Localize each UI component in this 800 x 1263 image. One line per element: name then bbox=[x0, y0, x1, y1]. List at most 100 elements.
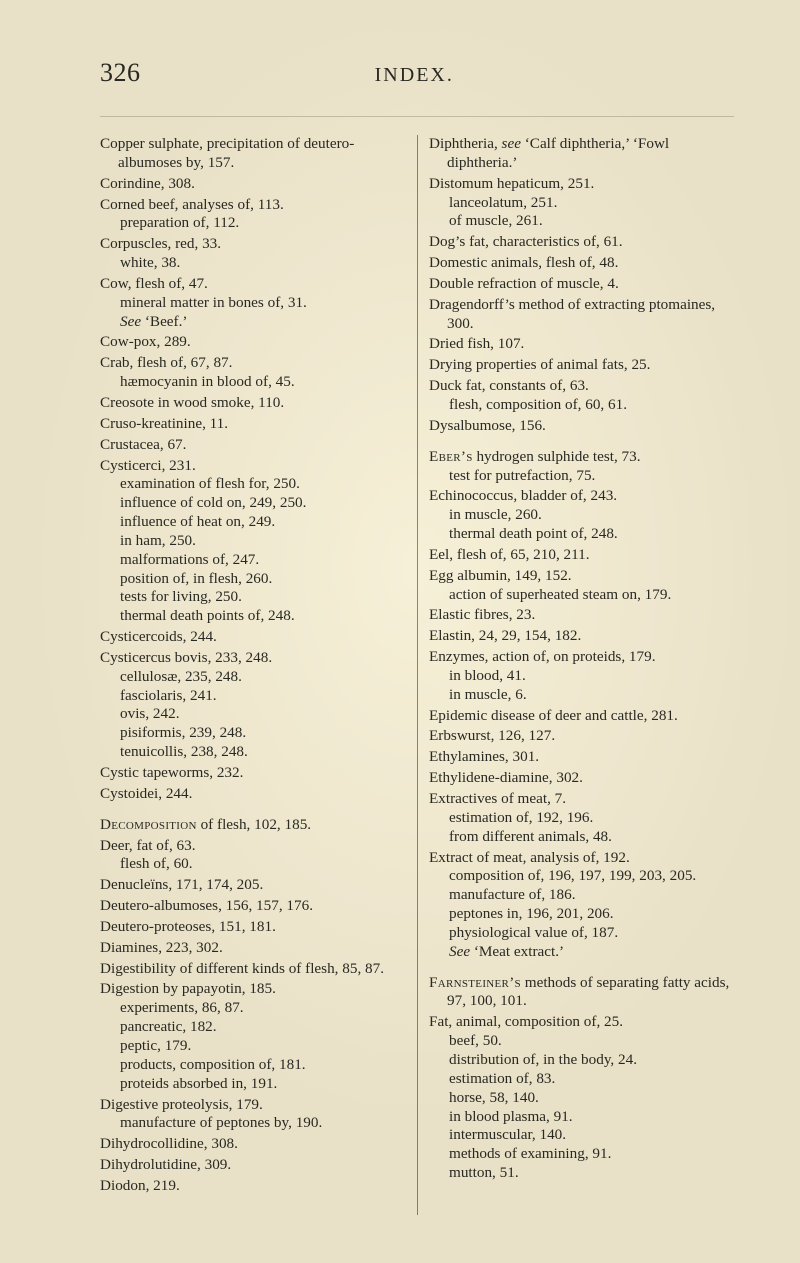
index-entry: Dysalbumose, 156. bbox=[429, 417, 734, 436]
entry-sub: influence of heat on, 249. bbox=[100, 513, 405, 532]
entry-head: Erbswurst, 126, 127. bbox=[429, 727, 734, 746]
entry-head: Deutero-albumoses, 156, 157, 176. bbox=[100, 897, 405, 916]
entry-head: Double refraction of muscle, 4. bbox=[429, 275, 734, 294]
entry-head: Corned beef, analyses of, 113. bbox=[100, 196, 405, 215]
index-entry: Cysticerci, 231.examination of flesh for… bbox=[100, 457, 405, 627]
entry-sub: tests for living, 250. bbox=[100, 588, 405, 607]
entry-head: Creosote in wood smoke, 110. bbox=[100, 394, 405, 413]
entry-sub: position of, in flesh, 260. bbox=[100, 570, 405, 589]
entry-sub: peptones in, 196, 201, 206. bbox=[429, 905, 734, 924]
index-entry: Eber’s hydrogen sulphide test, 73.test f… bbox=[429, 448, 734, 486]
index-entry: Echinococcus, bladder of, 243.in muscle,… bbox=[429, 487, 734, 544]
index-entry: Cysticercus bovis, 233, 248.cellulosæ, 2… bbox=[100, 649, 405, 762]
entry-sub: manufacture of peptones by, 190. bbox=[100, 1114, 405, 1133]
entry-head: Diamines, 223, 302. bbox=[100, 939, 405, 958]
entry-sub: intermuscular, 140. bbox=[429, 1126, 734, 1145]
entry-head: Egg albumin, 149, 152. bbox=[429, 567, 734, 586]
entry-head: Cysticercoids, 244. bbox=[100, 628, 405, 647]
entry-sub: pisiformis, 239, 248. bbox=[100, 724, 405, 743]
entry-head: Dihydrolutidine, 309. bbox=[100, 1156, 405, 1175]
entry-sub: proteids absorbed in, 191. bbox=[100, 1075, 405, 1094]
entry-sub: examination of flesh for, 250. bbox=[100, 475, 405, 494]
entry-head: Cysticerci, 231. bbox=[100, 457, 405, 476]
entry-sub: horse, 58, 140. bbox=[429, 1089, 734, 1108]
entry-sub: thermal death points of, 248. bbox=[100, 607, 405, 626]
index-entry: Double refraction of muscle, 4. bbox=[429, 275, 734, 294]
entry-head: Extract of meat, analysis of, 192. bbox=[429, 849, 734, 868]
entry-head: Crab, flesh of, 67, 87. bbox=[100, 354, 405, 373]
entry-head: Echinococcus, bladder of, 243. bbox=[429, 487, 734, 506]
entry-sub: pancreatic, 182. bbox=[100, 1018, 405, 1037]
header-rule bbox=[100, 116, 734, 117]
entry-head: Dragendorff’s method of extracting ptoma… bbox=[429, 296, 734, 334]
entry-head: Elastin, 24, 29, 154, 182. bbox=[429, 627, 734, 646]
index-entry: Erbswurst, 126, 127. bbox=[429, 727, 734, 746]
entry-head: Ethylamines, 301. bbox=[429, 748, 734, 767]
entry-sub: action of superheated steam on, 179. bbox=[429, 586, 734, 605]
entry-sub: manufacture of, 186. bbox=[429, 886, 734, 905]
entry-sub: in blood, 41. bbox=[429, 667, 734, 686]
index-entry: Distomum hepaticum, 251.lanceolatum, 251… bbox=[429, 175, 734, 232]
entry-head: Fat, animal, composition of, 25. bbox=[429, 1013, 734, 1032]
entry-sub: estimation of, 83. bbox=[429, 1070, 734, 1089]
entry-head: Epidemic disease of deer and cattle, 281… bbox=[429, 707, 734, 726]
entry-head: Farnsteiner’s methods of separat­ing fat… bbox=[429, 974, 734, 1012]
entry-sub: preparation of, 112. bbox=[100, 214, 405, 233]
index-entry: Deutero-proteoses, 151, 181. bbox=[100, 918, 405, 937]
page: 326 INDEX. 326 Copper sulphate, precipit… bbox=[0, 0, 800, 1263]
entry-sub: physiological value of, 187. bbox=[429, 924, 734, 943]
entry-sub: products, composition of, 181. bbox=[100, 1056, 405, 1075]
index-entry: Denucleïns, 171, 174, 205. bbox=[100, 876, 405, 895]
entry-sub: See ‘Beef.’ bbox=[100, 313, 405, 332]
index-entry: Diphtheria, see ‘Calf diphtheria,’ ‘Fowl… bbox=[429, 135, 734, 173]
entry-head: Corindine, 308. bbox=[100, 175, 405, 194]
entry-sub: beef, 50. bbox=[429, 1032, 734, 1051]
index-entry: Egg albumin, 149, 152.action of superhea… bbox=[429, 567, 734, 605]
index-entry: Deutero-albumoses, 156, 157, 176. bbox=[100, 897, 405, 916]
entry-head: Corpuscles, red, 33. bbox=[100, 235, 405, 254]
index-entry: Cow-pox, 289. bbox=[100, 333, 405, 352]
entry-sub: peptic, 179. bbox=[100, 1037, 405, 1056]
entry-head: Cow-pox, 289. bbox=[100, 333, 405, 352]
entry-head: Copper sulphate, precipitation of deuter… bbox=[100, 135, 405, 173]
entry-head: Enzymes, action of, on proteids, 179. bbox=[429, 648, 734, 667]
index-entry: Ethylamines, 301. bbox=[429, 748, 734, 767]
index-entry: Extract of meat, analysis of, 192.compos… bbox=[429, 849, 734, 962]
index-entry: Digestibility of different kinds of fles… bbox=[100, 960, 405, 979]
index-entry: Farnsteiner’s methods of separat­ing fat… bbox=[429, 974, 734, 1012]
running-head: 326 INDEX. 326 bbox=[100, 58, 734, 88]
entry-head: Denucleïns, 171, 174, 205. bbox=[100, 876, 405, 895]
index-entry: Ethylidene-diamine, 302. bbox=[429, 769, 734, 788]
index-entry: Extractives of meat, 7.estimation of, 19… bbox=[429, 790, 734, 847]
entry-head: Distomum hepaticum, 251. bbox=[429, 175, 734, 194]
entry-sub: hæmocyanin in blood of, 45. bbox=[100, 373, 405, 392]
index-entry: Digestive proteolysis, 179.manufacture o… bbox=[100, 1096, 405, 1134]
entry-head: Ethylidene-diamine, 302. bbox=[429, 769, 734, 788]
entry-sub: in blood plasma, 91. bbox=[429, 1108, 734, 1127]
entry-head: Diphtheria, see ‘Calf diphtheria,’ ‘Fowl… bbox=[429, 135, 734, 173]
entry-head: Domestic animals, flesh of, 48. bbox=[429, 254, 734, 273]
entry-sub: of muscle, 261. bbox=[429, 212, 734, 231]
entry-sub: cellulosæ, 235, 248. bbox=[100, 668, 405, 687]
index-entry: Drying properties of animal fats, 25. bbox=[429, 356, 734, 375]
index-entry: Duck fat, constants of, 63.flesh, compos… bbox=[429, 377, 734, 415]
entry-head: Dried fish, 107. bbox=[429, 335, 734, 354]
entry-head: Eel, flesh of, 65, 210, 211. bbox=[429, 546, 734, 565]
entry-sub: in muscle, 6. bbox=[429, 686, 734, 705]
entry-head: Dihydrocollidine, 308. bbox=[100, 1135, 405, 1154]
index-entry: Cystic tapeworms, 232. bbox=[100, 764, 405, 783]
entry-head: Drying properties of animal fats, 25. bbox=[429, 356, 734, 375]
index-entry: Corned beef, analyses of, 113.preparatio… bbox=[100, 196, 405, 234]
entry-head: Dog’s fat, characteristics of, 61. bbox=[429, 233, 734, 252]
index-entry: Fat, animal, composition of, 25.beef, 50… bbox=[429, 1013, 734, 1183]
entry-sub: composition of, 196, 197, 199, 203, 205. bbox=[429, 867, 734, 886]
entry-head: Digestibility of different kinds of fles… bbox=[100, 960, 405, 979]
entry-sub: tenuicollis, 238, 248. bbox=[100, 743, 405, 762]
entry-head: Decomposition of flesh, 102, 185. bbox=[100, 816, 405, 835]
entry-head: Elastic fibres, 23. bbox=[429, 606, 734, 625]
entry-sub: mutton, 51. bbox=[429, 1164, 734, 1183]
index-entry: Deer, fat of, 63.flesh of, 60. bbox=[100, 837, 405, 875]
index-entry: Crustacea, 67. bbox=[100, 436, 405, 455]
entry-head: Cruso-kreatinine, 11. bbox=[100, 415, 405, 434]
index-entry: Enzymes, action of, on proteids, 179.in … bbox=[429, 648, 734, 705]
